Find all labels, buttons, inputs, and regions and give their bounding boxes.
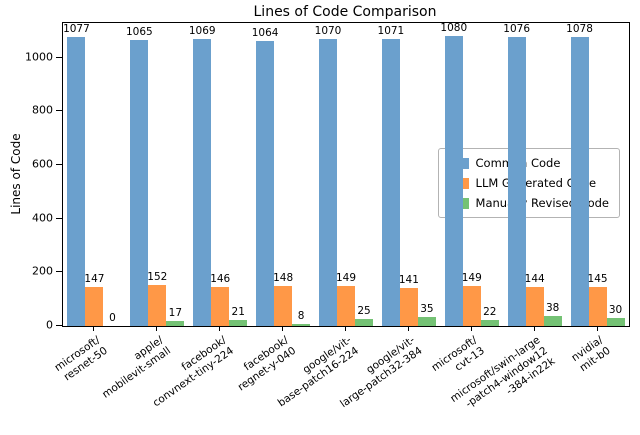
- y-tick: [56, 56, 62, 58]
- value-label: 35: [420, 302, 434, 315]
- value-label: 1064: [251, 26, 279, 39]
- value-label: 149: [461, 272, 482, 285]
- value-label: 21: [231, 306, 245, 319]
- y-axis-label: Lines of Code: [9, 133, 23, 215]
- y-tick: [56, 217, 62, 219]
- bar: [85, 286, 104, 326]
- x-tick: [470, 326, 472, 331]
- bar: [166, 321, 185, 326]
- bar: [193, 39, 212, 326]
- bar: [480, 320, 499, 326]
- bar: [256, 40, 275, 326]
- value-label: 1070: [314, 25, 342, 38]
- value-label: 38: [545, 301, 560, 314]
- x-tick: [407, 326, 409, 331]
- bar: [130, 40, 149, 326]
- value-label: 22: [483, 306, 497, 319]
- x-tick: [282, 326, 284, 331]
- value-label: 25: [357, 305, 371, 318]
- bar: [381, 38, 400, 326]
- y-tick-label: 200: [32, 264, 53, 278]
- bar: [229, 320, 248, 326]
- bar: [525, 287, 544, 326]
- bar: [588, 287, 607, 326]
- x-tick: [533, 326, 535, 331]
- value-label: 1076: [503, 23, 531, 36]
- x-tick: [93, 326, 95, 331]
- bar: [399, 288, 418, 326]
- bar: [211, 286, 230, 326]
- value-label: 1080: [440, 22, 468, 35]
- value-label: 1071: [377, 24, 405, 37]
- value-label: 141: [398, 274, 419, 287]
- bar: [507, 37, 526, 326]
- y-tick-label: 600: [32, 157, 53, 171]
- y-tick: [56, 271, 62, 273]
- legend: Common Code LLM Generated Code Manually Re…: [437, 148, 620, 218]
- value-label: 147: [84, 272, 105, 285]
- bar: [606, 317, 625, 326]
- value-label: 1078: [566, 22, 593, 35]
- value-label: 152: [147, 271, 168, 284]
- value-label: 17: [168, 307, 183, 320]
- x-tick: [219, 326, 221, 331]
- y-tick-label: 400: [32, 211, 53, 225]
- bar: [319, 39, 337, 326]
- bar: [337, 286, 355, 326]
- value-label: 149: [335, 272, 357, 285]
- legend-label: Manually Revised Code: [475, 196, 609, 210]
- value-label: 1069: [188, 25, 216, 38]
- value-label: 144: [524, 273, 545, 286]
- bar: [570, 36, 589, 326]
- bar: [67, 37, 86, 326]
- value-label: 1065: [125, 26, 153, 39]
- y-tick: [56, 110, 62, 112]
- x-tick: [596, 326, 598, 331]
- bar: [292, 323, 311, 326]
- chart-title: Lines of Code Comparison: [253, 4, 437, 20]
- bar: [444, 36, 463, 326]
- value-label: 1077: [63, 23, 90, 36]
- bar: [148, 285, 167, 326]
- x-tick: [156, 326, 158, 331]
- bar: [355, 319, 373, 326]
- value-label: 146: [210, 272, 231, 285]
- legend-label: LLM Generated Code: [475, 176, 597, 190]
- x-tick: [345, 326, 346, 331]
- x-tick-label: nvidia/mit-b0: [569, 334, 613, 375]
- y-tick-label: 0: [46, 318, 53, 332]
- y-tick: [56, 164, 62, 166]
- bar: [274, 286, 293, 326]
- y-tick: [56, 325, 62, 326]
- value-label: 145: [587, 273, 608, 286]
- value-label: 8: [297, 309, 305, 322]
- value-label: 30: [608, 303, 623, 316]
- value-label: 0: [109, 312, 116, 324]
- value-label: 148: [273, 272, 294, 285]
- plot-area: Common Code LLM Generated Code Manually Re…: [62, 22, 630, 327]
- y-tick-label: 1000: [25, 50, 53, 64]
- bar: [543, 315, 562, 326]
- bar: [417, 316, 436, 326]
- y-tick-label: 800: [32, 103, 53, 117]
- bar: [462, 286, 481, 326]
